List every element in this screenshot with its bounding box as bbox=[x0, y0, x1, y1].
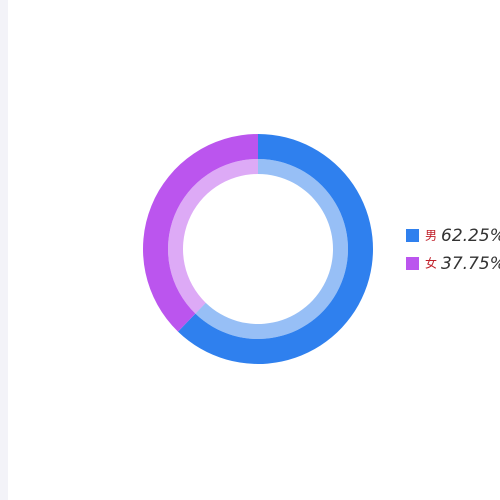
pie-slice bbox=[177, 134, 373, 364]
pie-inner-ring bbox=[167, 159, 258, 314]
legend-swatch bbox=[406, 257, 419, 270]
sidebar-edge bbox=[0, 0, 8, 500]
legend-value: 62.25% bbox=[441, 226, 500, 246]
pie-slice bbox=[143, 134, 258, 332]
legend-swatch bbox=[406, 229, 419, 242]
legend-label: 男 bbox=[425, 229, 437, 243]
legend-label: 女 bbox=[425, 256, 437, 271]
legend-value: 37.75% bbox=[441, 254, 500, 274]
pie-inner-ring bbox=[195, 159, 348, 339]
